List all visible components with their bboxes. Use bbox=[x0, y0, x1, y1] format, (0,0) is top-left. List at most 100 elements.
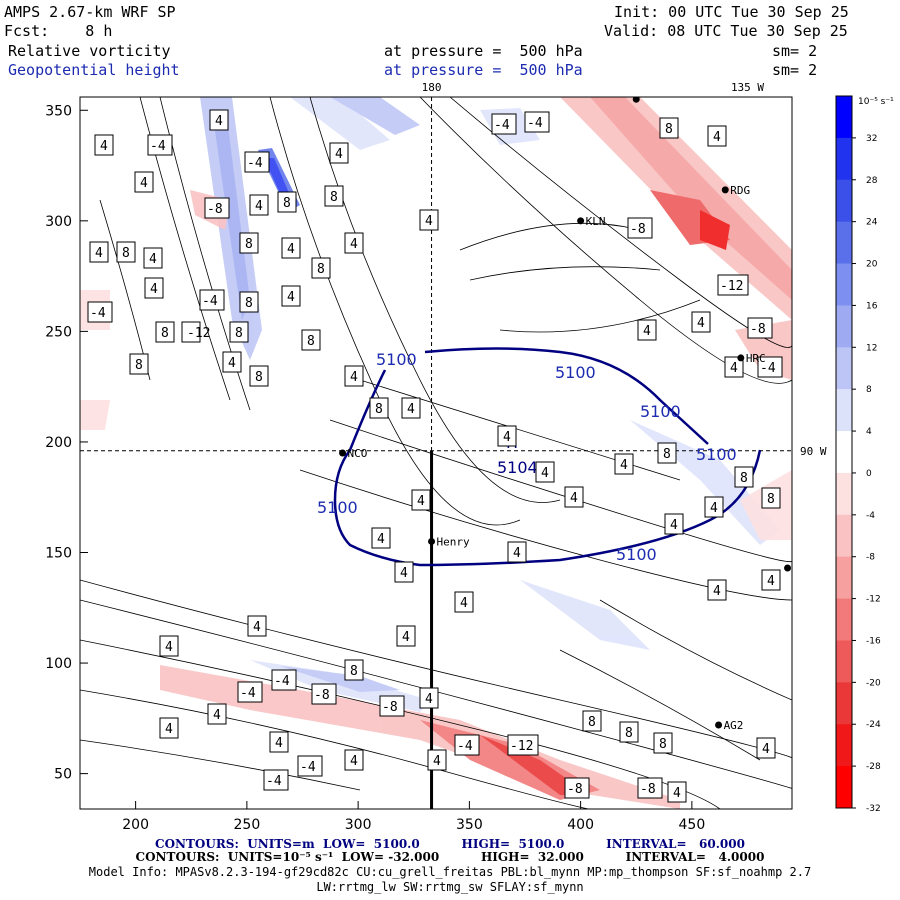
svg-text:4: 4 bbox=[255, 199, 263, 214]
svg-text:8: 8 bbox=[330, 190, 338, 205]
colorbar-tick-label: 20 bbox=[866, 260, 878, 270]
svg-text:-8: -8 bbox=[630, 222, 646, 237]
vort-label: 8 bbox=[239, 232, 259, 254]
meridian-label: 135 W bbox=[731, 81, 764, 94]
colorbar-swatch bbox=[836, 347, 852, 390]
vort-label: 4 bbox=[637, 319, 657, 341]
vort-label: 4 bbox=[159, 717, 179, 739]
vort-label: -8 bbox=[627, 217, 653, 239]
station-dot bbox=[632, 97, 640, 103]
vort-label: 4 bbox=[707, 579, 727, 601]
svg-text:8: 8 bbox=[375, 402, 383, 417]
svg-text:-4: -4 bbox=[760, 361, 776, 376]
height-label: 5100 bbox=[555, 363, 596, 382]
vort-label: 4 bbox=[704, 496, 724, 518]
vort-label: 4 bbox=[724, 356, 744, 378]
vort-label: -12 bbox=[717, 274, 749, 296]
vort-label: -8 bbox=[379, 695, 405, 717]
vort-label: 4 bbox=[394, 561, 414, 583]
svg-text:-8: -8 bbox=[640, 782, 656, 797]
vort-label: 4 bbox=[269, 731, 289, 753]
svg-text:4: 4 bbox=[460, 596, 468, 611]
vort-label: 8 bbox=[619, 721, 639, 743]
vort-label: 8 bbox=[734, 466, 754, 488]
svg-text:4: 4 bbox=[730, 361, 738, 376]
colorbar-swatch bbox=[836, 514, 852, 558]
vort-label: 8 bbox=[582, 710, 602, 732]
svg-text:-4: -4 bbox=[247, 156, 263, 171]
model-info: Model Info: MPASv8.2.3-194-gf29cd82c CU:… bbox=[88, 865, 812, 879]
vort-label: 8 bbox=[277, 191, 297, 213]
vort-label: -4 bbox=[87, 301, 113, 323]
vort-label: -12 bbox=[507, 734, 539, 756]
colorbar-swatch bbox=[836, 640, 852, 683]
vort-label: 4 bbox=[497, 425, 517, 447]
svg-text:-4: -4 bbox=[527, 116, 543, 131]
init-time: Init: 00 UTC Tue 30 Sep 25 bbox=[614, 3, 849, 21]
svg-text:-4: -4 bbox=[457, 739, 473, 754]
x-tick-label: 300 bbox=[345, 817, 372, 833]
svg-text:8: 8 bbox=[307, 334, 315, 349]
svg-text:-12: -12 bbox=[187, 326, 210, 341]
svg-text:8: 8 bbox=[767, 492, 775, 507]
station-dot bbox=[428, 537, 436, 545]
colorbar-tick-label: -20 bbox=[866, 678, 881, 688]
vorticity-contour-labels: 4 -4 4 4 -4 -8 4 8 8 4 4 4 8 4 8 4 4 4 -… bbox=[87, 109, 783, 803]
svg-text:4: 4 bbox=[762, 742, 770, 757]
vort-label: 8 bbox=[324, 185, 344, 207]
svg-text:8: 8 bbox=[665, 122, 673, 137]
y-tick-label: 250 bbox=[45, 324, 72, 340]
vort-label: 4 bbox=[143, 247, 163, 269]
station-dot bbox=[737, 354, 745, 362]
station-dot bbox=[577, 217, 585, 225]
vort-label: -4 bbox=[271, 669, 297, 691]
vort-label: 4 bbox=[329, 142, 349, 164]
vort-label: 8 bbox=[129, 353, 149, 375]
svg-text:8: 8 bbox=[317, 262, 325, 277]
colorbar-swatch bbox=[836, 766, 852, 809]
colorbar-tick-label: 32 bbox=[866, 134, 877, 144]
vort-label: 4 bbox=[89, 241, 109, 263]
svg-text:4: 4 bbox=[670, 518, 678, 533]
vort-label: 4 bbox=[756, 737, 776, 759]
svg-text:4: 4 bbox=[165, 640, 173, 655]
colorbar-swatch bbox=[836, 96, 852, 139]
vort-label: -8 bbox=[311, 683, 337, 705]
colorbar: 10⁻⁵ s⁻¹ 32 28 24 20 16 12 8 4 0 -4 -8 -12 -16 -20 -24 -… bbox=[835, 95, 894, 814]
colorbar-unit: 10⁻⁵ s⁻¹ bbox=[858, 97, 894, 107]
svg-text:-12: -12 bbox=[510, 739, 533, 754]
station-dot bbox=[715, 721, 723, 729]
y-tick-label: 150 bbox=[45, 546, 72, 562]
x-tick-label: 250 bbox=[234, 817, 261, 833]
colorbar-tick-label: -16 bbox=[866, 636, 881, 646]
vort-label: 4 bbox=[159, 635, 179, 657]
colorbar-swatch bbox=[836, 724, 852, 767]
svg-text:4: 4 bbox=[433, 754, 441, 769]
vort-label: 8 bbox=[116, 241, 136, 263]
svg-text:-8: -8 bbox=[567, 782, 583, 797]
colorbar-tick-label: 24 bbox=[866, 218, 878, 228]
field1-level: at pressure = 500 hPa bbox=[384, 42, 583, 60]
svg-text:4: 4 bbox=[402, 630, 410, 645]
height-label: 5100 bbox=[640, 402, 681, 421]
y-tick-label: 100 bbox=[45, 656, 72, 672]
colorbar-swatch bbox=[836, 179, 852, 223]
vort-label: 4 bbox=[454, 591, 474, 613]
field2-level: at pressure = 500 hPa bbox=[384, 61, 583, 79]
svg-text:4: 4 bbox=[350, 370, 358, 385]
colorbar-tick-label: -12 bbox=[866, 595, 881, 605]
svg-text:-4: -4 bbox=[300, 760, 316, 775]
meridian-labels: 180 135 W 90 W bbox=[422, 81, 827, 458]
vort-label: -8 bbox=[204, 197, 230, 219]
vort-label: 4 bbox=[207, 703, 227, 725]
vort-label: 4 bbox=[281, 285, 301, 307]
colorbar-tick-label: 0 bbox=[866, 469, 872, 479]
station-label: AG2 bbox=[724, 719, 744, 732]
svg-text:4: 4 bbox=[541, 466, 549, 481]
svg-text:4: 4 bbox=[213, 708, 221, 723]
station-dot bbox=[721, 186, 729, 194]
colorbar-tick-label: -32 bbox=[866, 804, 881, 814]
svg-text:-4: -4 bbox=[494, 118, 510, 133]
y-tick-label: 300 bbox=[45, 214, 72, 230]
svg-text:4: 4 bbox=[697, 316, 705, 331]
